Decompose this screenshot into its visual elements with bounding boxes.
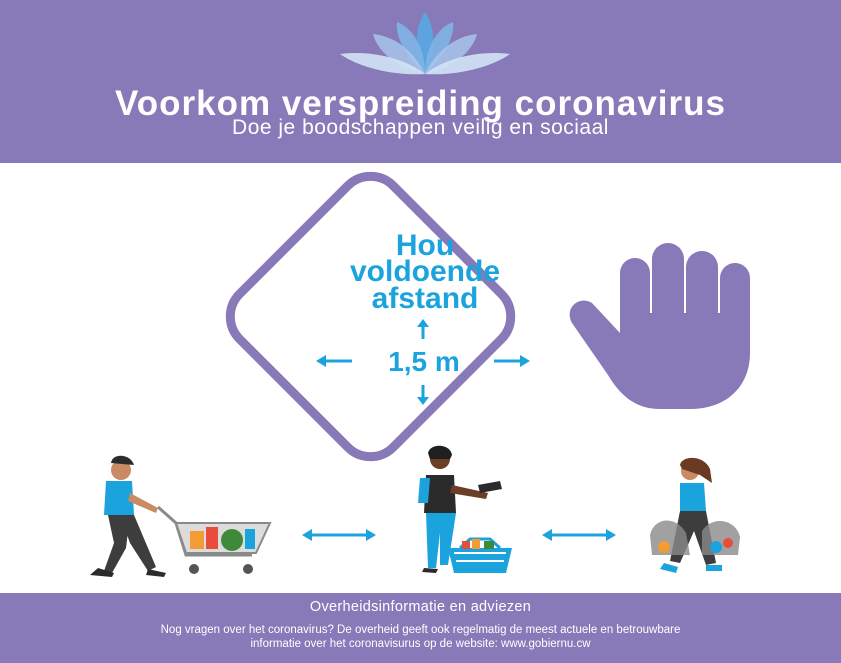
- double-arrow-icon-2: [542, 529, 616, 541]
- sign-line-2: voldoende: [350, 255, 500, 288]
- shopping-bags-icon: [650, 520, 740, 555]
- page-subtitle: Doe je boodschappen veilig en sociaal: [232, 116, 609, 139]
- shopping-cart-icon: [157, 505, 272, 574]
- page-title: Voorkom verspreiding coronavirus: [115, 84, 726, 123]
- person-with-basket: [418, 445, 502, 573]
- distance-label: 1,5 m: [388, 346, 460, 377]
- sign-line-1: Hou: [396, 229, 454, 262]
- sign-line-3: afstand: [372, 282, 479, 315]
- illustration-area: Hou voldoende afstand 1,5 m: [0, 163, 841, 593]
- right-arrow-icon: [494, 355, 530, 367]
- distance-sign-diamond: [225, 171, 516, 462]
- lotus-logo-icon: [340, 12, 510, 75]
- footer-text: Nog vragen over het coronavirus? De over…: [25, 623, 816, 651]
- person-with-bags: [660, 457, 722, 573]
- stop-hand-icon: [569, 243, 750, 409]
- footer-heading: Overheidsinformatie en adviezen: [309, 599, 532, 615]
- header-banner: Voorkom verspreiding coronavirus Doe je …: [0, 0, 841, 163]
- illustration-svg: Hou voldoende afstand 1,5 m: [90, 171, 750, 577]
- up-arrow-icon: [417, 319, 429, 339]
- shopping-basket-icon: [448, 537, 512, 573]
- person-with-cart: [90, 455, 166, 577]
- down-arrow-icon: [417, 385, 429, 405]
- double-arrow-icon: [302, 529, 376, 541]
- footer-line-1: Nog vragen over het coronavirus? De over…: [160, 624, 681, 636]
- footer-banner: Overheidsinformatie en adviezen Nog vrag…: [0, 593, 841, 663]
- footer-line-2: informatie over het coronavisurus op de …: [250, 638, 591, 650]
- left-arrow-icon: [316, 355, 352, 367]
